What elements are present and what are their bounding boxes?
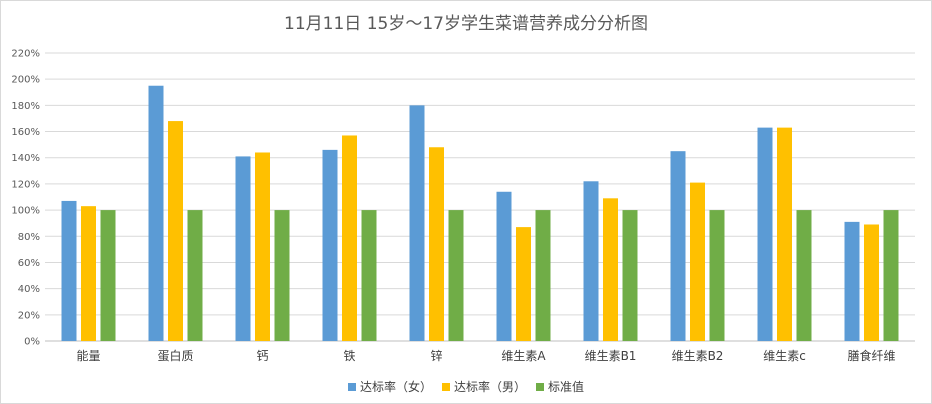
x-tick-label: 维生素A bbox=[501, 349, 546, 363]
bar bbox=[757, 127, 773, 341]
legend-swatch bbox=[536, 382, 544, 391]
legend-item: 达标率（女） bbox=[347, 378, 432, 395]
legend-item: 标准值 bbox=[536, 378, 584, 395]
bar bbox=[148, 85, 164, 342]
chart-title: 11月11日 15岁～17岁学生菜谱营养成分分析图 bbox=[284, 14, 648, 34]
chart-legend: 达标率（女） 达标率（男） 标准值 bbox=[1, 378, 931, 395]
bar bbox=[709, 210, 725, 341]
legend-item: 达标率（男） bbox=[441, 378, 526, 395]
y-tick-label: 120% bbox=[11, 179, 40, 190]
bar bbox=[516, 227, 531, 341]
x-tick-label: 钙 bbox=[256, 349, 268, 363]
legend-swatch bbox=[347, 382, 356, 391]
legend-label: 达标率（女） bbox=[359, 380, 432, 394]
bar bbox=[100, 210, 116, 341]
y-tick-label: 140% bbox=[11, 153, 40, 164]
bar bbox=[168, 121, 183, 341]
bar bbox=[583, 181, 599, 341]
y-tick-label: 100% bbox=[11, 206, 40, 217]
bar bbox=[844, 221, 860, 341]
y-tick-label: 60% bbox=[18, 258, 40, 269]
bar bbox=[429, 147, 444, 341]
bar bbox=[777, 127, 792, 341]
bar bbox=[361, 210, 377, 341]
legend-swatch bbox=[441, 382, 450, 391]
bar bbox=[535, 210, 551, 341]
bar bbox=[187, 210, 203, 341]
legend-label: 达标率（男） bbox=[453, 380, 526, 394]
bar bbox=[448, 210, 464, 341]
bar bbox=[235, 156, 251, 341]
bar bbox=[61, 200, 77, 341]
bar bbox=[670, 151, 686, 341]
y-tick-label: 40% bbox=[18, 284, 40, 295]
x-tick-label: 能量 bbox=[76, 349, 100, 363]
bar bbox=[342, 135, 357, 341]
bar bbox=[690, 182, 705, 341]
bar bbox=[255, 152, 270, 341]
bar bbox=[496, 191, 512, 341]
bar bbox=[622, 210, 638, 341]
y-tick-label: 0% bbox=[24, 337, 40, 348]
y-tick-label: 20% bbox=[18, 310, 40, 321]
x-tick-label: 维生素c bbox=[763, 349, 806, 363]
y-tick-label: 200% bbox=[11, 75, 40, 86]
bar bbox=[322, 149, 338, 341]
y-tick-label: 220% bbox=[11, 49, 40, 60]
y-tick-label: 180% bbox=[11, 101, 40, 112]
bar bbox=[883, 210, 899, 341]
bar bbox=[409, 105, 425, 341]
y-tick-label: 80% bbox=[18, 232, 40, 243]
bar bbox=[796, 210, 812, 341]
y-tick-label: 160% bbox=[11, 127, 40, 138]
bar bbox=[81, 206, 96, 341]
x-tick-label: 锌 bbox=[430, 349, 442, 363]
bar bbox=[274, 210, 290, 341]
x-tick-label: 维生素B2 bbox=[672, 349, 724, 363]
bar bbox=[864, 224, 879, 341]
x-tick-label: 铁 bbox=[343, 349, 355, 363]
bar bbox=[603, 198, 618, 341]
x-tick-label: 膳食纤维 bbox=[847, 348, 895, 363]
legend-label: 标准值 bbox=[548, 380, 585, 394]
x-tick-label: 蛋白质 bbox=[157, 348, 193, 363]
x-tick-label: 维生素B1 bbox=[585, 349, 637, 363]
